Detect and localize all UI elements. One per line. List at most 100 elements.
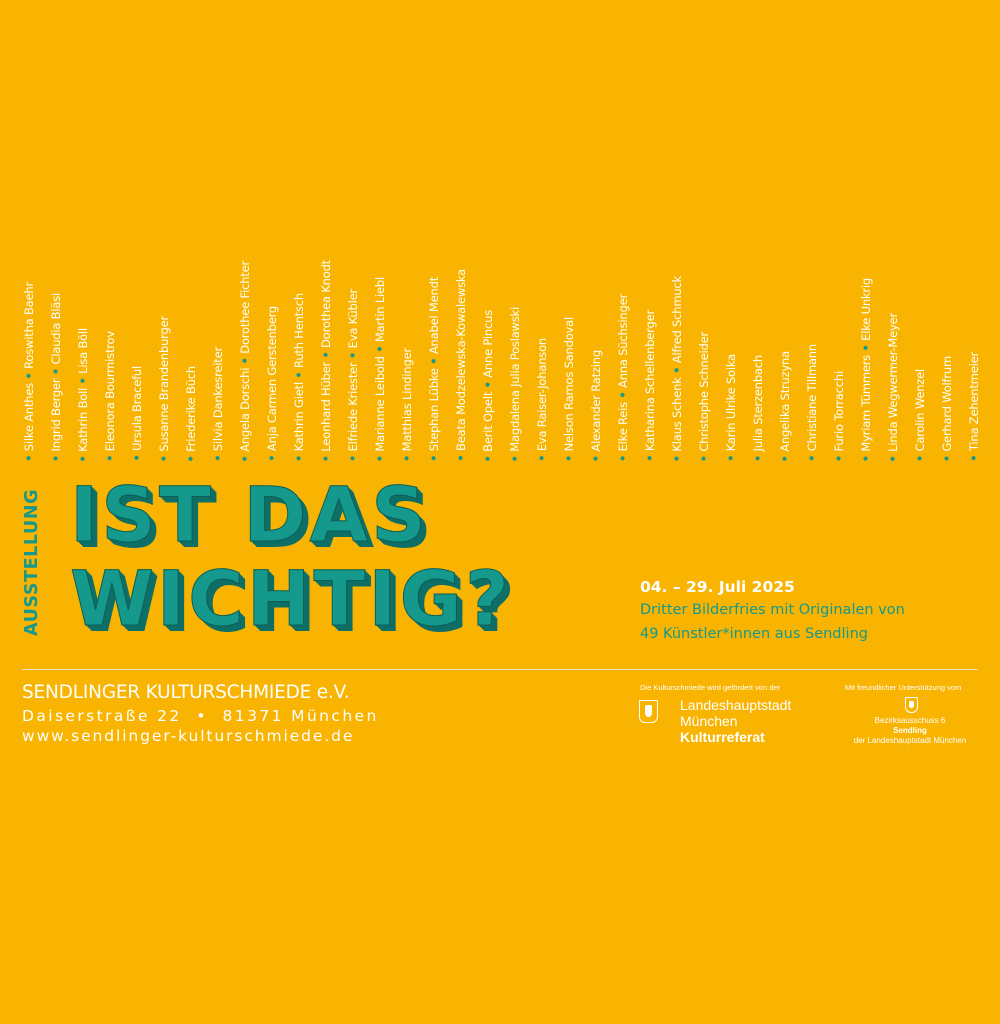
artist-column: • Eva Raiser-Johanson bbox=[535, 338, 549, 462]
artist-column: • Christiane Tillmann bbox=[805, 344, 819, 462]
bullet-dot-icon: • bbox=[697, 454, 711, 462]
artist-name: Christophe Schneider bbox=[697, 331, 711, 452]
artist-column: • Beata Modzelewska-Kowalewska bbox=[454, 269, 468, 462]
artist-name: Tina Zehentmeier bbox=[967, 352, 981, 452]
bullet-dot-icon: • bbox=[184, 454, 198, 462]
artist-name: Anna Süchsinger bbox=[616, 293, 630, 388]
artist-name: Anne Pincus bbox=[481, 309, 495, 378]
artist-name: Susanne Brandenburger bbox=[157, 315, 171, 452]
artist-name: Dorothee Fichter bbox=[238, 260, 252, 354]
bullet-dot-icon: • bbox=[805, 454, 819, 462]
artist-name: Carolin Wenzel bbox=[913, 368, 927, 452]
exhibition-title: IST DAS WICHTIG? bbox=[69, 465, 610, 665]
organization-name: SENDLINGER KULTURSCHMIEDE e.V. bbox=[22, 682, 350, 703]
bullet-dot-icon: • bbox=[319, 454, 333, 462]
artist-name: Silvia Dankesreiter bbox=[211, 347, 225, 452]
artist-name: Katharina Schellenberger bbox=[643, 310, 657, 452]
bullet-dot-icon: • bbox=[22, 372, 36, 380]
artist-name: Angela Dorschi bbox=[238, 367, 252, 452]
artist-name: Alfred Schmuck bbox=[670, 275, 684, 364]
bullet-dot-icon: • bbox=[832, 454, 846, 462]
artist-column: • Berit Opelt • Anne Pincus bbox=[481, 310, 495, 462]
title-line-1: IST DAS bbox=[70, 470, 429, 559]
funder-name-line-1: Landeshauptstadt bbox=[680, 697, 792, 713]
artist-column: • Elke Reis • Anna Süchsinger bbox=[616, 294, 630, 462]
organization-website-link[interactable]: www.sendlinger-kulturschmiede.de bbox=[22, 727, 355, 745]
bullet-dot-icon: • bbox=[724, 454, 738, 462]
bullet-dot-icon: • bbox=[238, 356, 252, 364]
artist-name: Karin Ulrike Soika bbox=[724, 354, 738, 452]
artist-name: Furio Torracchi bbox=[832, 370, 846, 452]
artist-column: • Linda Wegwermer-Meyer bbox=[886, 313, 900, 462]
artist-name: Matthias Lindinger bbox=[400, 348, 414, 452]
bullet-dot-icon: • bbox=[373, 345, 387, 353]
artist-name: Leonhard Hüber bbox=[319, 361, 333, 452]
divider bbox=[22, 669, 978, 670]
bullet-dot-icon: • bbox=[238, 454, 252, 462]
artist-name: Ingrid Berger bbox=[49, 378, 63, 452]
artist-name: Dorothea Knodt bbox=[319, 259, 333, 348]
artist-column: • Eleonora Bourmistrov bbox=[103, 331, 117, 462]
artist-column: • Angela Dorschi • Dorothee Fichter bbox=[238, 261, 252, 462]
artist-name: Martin Liebl bbox=[373, 276, 387, 342]
artist-column: • Kathrin Boll • Lisa Böll bbox=[76, 328, 90, 463]
bullet-dot-icon: • bbox=[454, 454, 468, 462]
artist-name: Kathrin Boll bbox=[76, 387, 90, 452]
artist-column: • Nelson Ramos Sandoval bbox=[562, 317, 576, 462]
bullet-dot-icon: • bbox=[427, 454, 441, 462]
bullet-dot-icon: • bbox=[508, 454, 522, 462]
artist-name: Christiane Tillmann bbox=[805, 344, 819, 452]
artist-column: • Furio Torracchi bbox=[832, 371, 846, 462]
bullet-dot-icon: • bbox=[130, 454, 144, 462]
bullet-dot-icon: • bbox=[346, 351, 360, 359]
bullet-dot-icon: • bbox=[76, 376, 90, 384]
artist-column: • Leonhard Hüber • Dorothea Knodt bbox=[319, 260, 333, 462]
artist-column: • Klaus Schenk • Alfred Schmuck bbox=[670, 276, 684, 462]
artist-column: • Karin Ulrike Soika bbox=[724, 354, 738, 462]
artist-column: • Magdalena Julia Poslawski bbox=[508, 307, 522, 462]
artist-name: Elke Reis bbox=[616, 401, 630, 452]
artist-name: Eva Raiser-Johanson bbox=[535, 338, 549, 452]
artist-name: Elfriede Kriester bbox=[346, 362, 360, 452]
bullet-dot-icon: • bbox=[535, 454, 549, 462]
funder-label: Die Kulturschmiede wird gefördert von de… bbox=[640, 683, 781, 692]
artist-name: Eva Kübler bbox=[346, 288, 360, 349]
artist-name: Eleonora Bourmistrov bbox=[103, 331, 117, 452]
bullet-dot-icon: • bbox=[427, 357, 441, 365]
bullet-dot-icon: • bbox=[481, 380, 495, 388]
artist-name: Ruth Hentsch bbox=[292, 292, 306, 368]
artist-column: • Silvia Dankesreiter bbox=[211, 347, 225, 462]
exhibition-dates: 04. – 29. Juli 2025 bbox=[640, 578, 795, 596]
bullet-dot-icon: • bbox=[265, 454, 279, 462]
artist-name: Magdalena Julia Poslawski bbox=[508, 306, 522, 452]
artist-column: • Susanne Brandenburger bbox=[157, 316, 171, 462]
description-line-1: Dritter Bilderfries mit Originalen von bbox=[640, 602, 905, 618]
exhibition-label: AUSSTELLUNG bbox=[22, 488, 42, 636]
artist-name: Nelson Ramos Sandoval bbox=[562, 317, 576, 452]
artist-name: Julia Sterzenbach bbox=[751, 355, 765, 452]
bullet-dot-icon: • bbox=[319, 351, 333, 359]
artist-column: • Ingrid Berger • Claudia Bläsi bbox=[49, 293, 63, 462]
bullet-dot-icon: • bbox=[373, 454, 387, 462]
bullet-dot-icon: • bbox=[481, 454, 495, 462]
bullet-dot-icon: • bbox=[346, 454, 360, 462]
bullet-dot-icon: • bbox=[859, 454, 873, 462]
artist-column: • Christophe Schneider bbox=[697, 332, 711, 462]
artist-name: Anja Carmen Gerstenberg bbox=[265, 306, 279, 452]
artist-name: Lisa Böll bbox=[76, 327, 90, 374]
title-line-2: WICHTIG? bbox=[69, 554, 513, 643]
organization-address: Daiserstraße 22 • 81371 München bbox=[22, 707, 379, 725]
bullet-dot-icon: • bbox=[886, 454, 900, 462]
artist-name: Roswitha Baehr bbox=[22, 282, 36, 369]
bullet-dot-icon: • bbox=[22, 454, 36, 462]
artist-name: Elke Unkrig bbox=[859, 277, 873, 341]
artist-column: • Matthias Lindinger bbox=[400, 348, 414, 462]
bullet-dot-icon: • bbox=[400, 454, 414, 462]
artist-column: • Ursula Braceful bbox=[130, 366, 144, 462]
artist-column: • Tina Zehentmeier bbox=[967, 352, 981, 462]
bullet-dot-icon: • bbox=[292, 371, 306, 379]
artist-column: • Myriam Tümmers • Elke Unkrig bbox=[859, 278, 873, 462]
artist-name: Friederike Büch bbox=[184, 365, 198, 452]
artist-name: Angelika Struzyna bbox=[778, 350, 792, 452]
artist-column: • Katharina Schellenberger bbox=[643, 310, 657, 462]
